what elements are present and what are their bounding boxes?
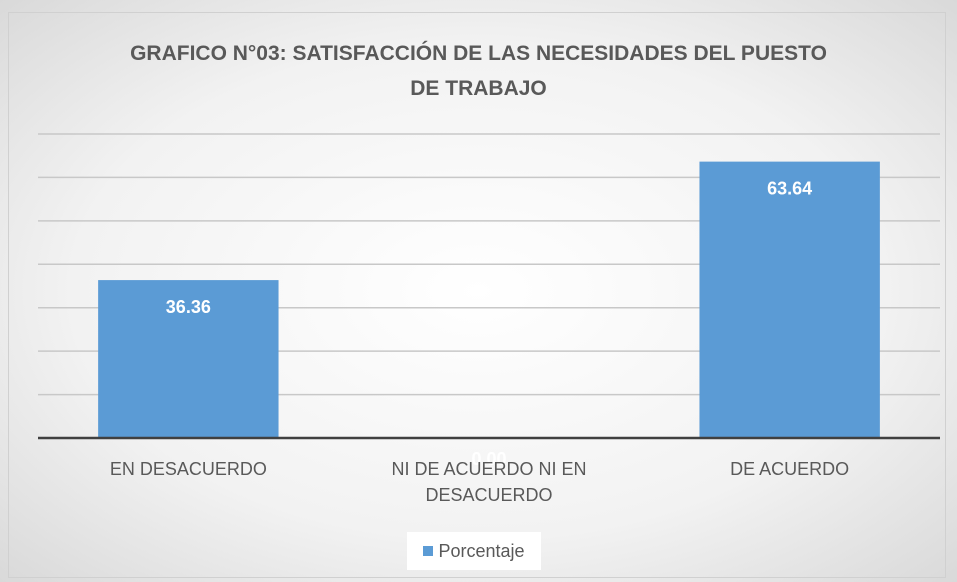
legend-label: Porcentaje bbox=[438, 540, 525, 561]
legend: Porcentaje bbox=[407, 532, 541, 570]
chart-title: GRAFICO N°03: SATISFACCIÓN DE LAS NECESI… bbox=[130, 42, 827, 100]
x-tick-label: EN DESACUERDO bbox=[109, 459, 267, 479]
data-label: 36.36 bbox=[166, 297, 211, 317]
x-tick-label: NI DE ACUERDO NI EN DESACUERDO bbox=[391, 459, 587, 505]
data-label: 63.64 bbox=[767, 178, 812, 198]
legend-swatch bbox=[423, 546, 434, 556]
bar bbox=[699, 161, 880, 438]
chart-frame bbox=[8, 12, 946, 578]
bar bbox=[98, 280, 279, 438]
data-label: 0.00 bbox=[471, 449, 506, 469]
x-tick-label: DE ACUERDO bbox=[730, 459, 850, 479]
